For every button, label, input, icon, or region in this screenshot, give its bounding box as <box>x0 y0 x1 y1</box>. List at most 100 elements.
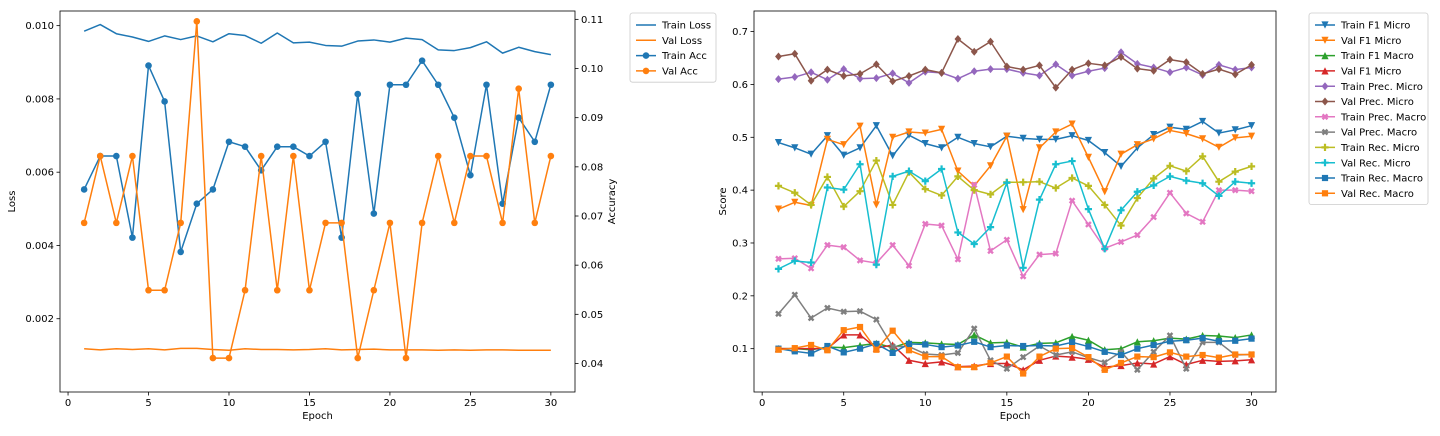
data-point <box>889 343 896 350</box>
data-point <box>1068 332 1076 341</box>
data-point <box>1248 60 1255 69</box>
data-point <box>1182 167 1190 175</box>
data-point <box>1084 182 1093 190</box>
data-point <box>1215 332 1223 340</box>
data-point <box>774 265 783 273</box>
data-point <box>840 243 848 251</box>
data-point <box>129 234 136 241</box>
data-point <box>986 190 995 198</box>
data-point <box>1068 197 1076 205</box>
y-tick-label: 0.5 <box>732 133 748 144</box>
data-point <box>386 219 394 227</box>
data-point <box>1199 69 1206 78</box>
data-point <box>1068 353 1076 361</box>
x-axis-label: Epoch <box>1000 411 1031 422</box>
data-point <box>1019 134 1027 142</box>
data-point <box>1133 338 1141 346</box>
data-point <box>824 342 831 350</box>
series-line-6 <box>778 184 1252 278</box>
data-point <box>1020 370 1027 377</box>
data-point <box>1101 366 1108 373</box>
data-point <box>209 186 217 193</box>
data-point <box>1117 221 1125 230</box>
data-point <box>209 354 217 362</box>
data-point <box>1035 144 1044 152</box>
data-point <box>1052 60 1060 69</box>
legend-label: Val F1 Micro <box>1341 36 1401 47</box>
series-line-1 <box>778 123 1252 211</box>
data-point <box>1231 186 1239 194</box>
data-point <box>290 143 297 150</box>
x-tick-label: 30 <box>544 398 557 409</box>
data-point <box>1231 168 1239 176</box>
data-point <box>1052 128 1060 136</box>
data-point <box>145 62 152 69</box>
data-point <box>306 152 313 160</box>
legend-swatch-marker <box>1321 36 1329 44</box>
data-point <box>1166 162 1174 170</box>
data-point <box>1117 162 1125 170</box>
data-point <box>970 181 978 189</box>
data-point <box>1134 345 1141 352</box>
data-point <box>161 98 168 105</box>
legend-swatch-marker <box>1321 52 1329 60</box>
data-point <box>840 151 848 159</box>
legend-swatch-marker <box>642 67 650 75</box>
x-tick-label: 25 <box>464 398 477 409</box>
data-point <box>1003 179 1011 187</box>
data-point <box>954 133 962 141</box>
data-point <box>954 172 962 180</box>
legend-item: Val Acc <box>636 67 698 78</box>
data-point <box>840 331 848 339</box>
data-point <box>531 138 539 146</box>
data-point <box>1068 339 1076 346</box>
data-point <box>113 219 120 227</box>
legend-swatch-marker <box>1321 67 1329 75</box>
chart-panel-0: 0 5 10 15 20 25 30 0.002 0.004 0.006 0.008 0.010 0.0… <box>7 10 717 422</box>
data-point <box>921 65 929 74</box>
y-tick-label: 0.6 <box>732 80 748 91</box>
series-line-2 <box>778 334 1252 351</box>
legend-label: Val F1 Micro <box>1341 67 1401 78</box>
data-point <box>1052 351 1060 359</box>
data-point <box>177 219 185 227</box>
series-2 <box>80 57 555 256</box>
data-point <box>873 346 880 353</box>
data-point <box>856 187 864 195</box>
y2-tick-label: 0.08 <box>581 162 603 173</box>
data-point <box>1085 67 1092 76</box>
data-point <box>1003 365 1011 373</box>
data-point <box>1231 70 1239 79</box>
data-point <box>922 341 929 348</box>
data-point <box>840 71 848 80</box>
data-point <box>467 152 474 160</box>
data-point <box>1003 359 1011 368</box>
data-point <box>856 257 864 264</box>
data-point <box>1215 65 1223 74</box>
data-point <box>1231 65 1239 74</box>
data-point <box>1101 348 1108 355</box>
data-point <box>1183 353 1190 360</box>
legend-item: Val Loss <box>636 36 702 47</box>
series-line-0 <box>778 120 1252 168</box>
data-point <box>1134 353 1141 360</box>
series-6 <box>775 181 1255 280</box>
data-point <box>987 343 994 351</box>
data-point <box>856 307 864 315</box>
data-point <box>1150 348 1157 356</box>
data-point <box>856 74 864 83</box>
data-point <box>986 223 995 231</box>
data-point <box>418 57 426 64</box>
legend-swatch-marker <box>642 52 650 59</box>
data-point <box>791 189 799 197</box>
data-point <box>1182 210 1190 217</box>
legend-swatch-marker <box>1321 21 1329 29</box>
data-point <box>161 286 168 294</box>
data-point <box>1117 52 1125 61</box>
data-point <box>1182 129 1190 138</box>
data-point <box>547 152 555 160</box>
data-point <box>1036 342 1043 349</box>
data-point <box>1019 206 1027 214</box>
legend-label: Train Prec. Micro <box>1340 82 1423 93</box>
y-tick-label: 0.008 <box>25 94 54 105</box>
